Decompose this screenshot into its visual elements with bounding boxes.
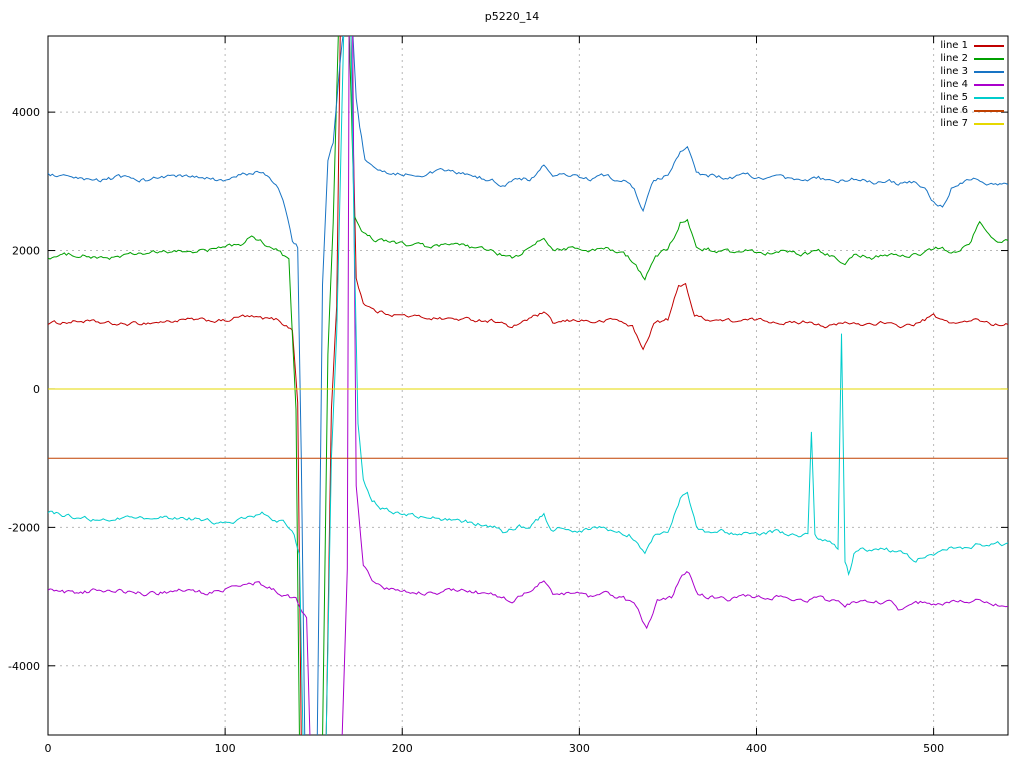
series-line-1 (48, 36, 1008, 735)
legend-label: line 7 (940, 118, 968, 129)
legend-label: line 2 (940, 53, 968, 64)
legend-line-sample (974, 70, 1004, 73)
legend-label: line 3 (940, 66, 968, 77)
series-line-5 (48, 36, 1008, 735)
legend: line 1 line 2 line 3 line 4 line 5 line 6 line… (940, 40, 1004, 129)
legend-line-sample (974, 109, 1004, 112)
legend-line-sample (974, 96, 1004, 99)
x-tick-label: 300 (569, 742, 590, 755)
legend-item: line 2 (940, 53, 1004, 64)
y-tick-label: 2000 (12, 245, 40, 258)
legend-item: line 6 (940, 105, 1004, 116)
legend-line-sample (974, 83, 1004, 86)
x-tick-label: 500 (923, 742, 944, 755)
legend-label: line 4 (940, 79, 968, 90)
y-tick-label: -2000 (8, 521, 40, 534)
legend-line-sample (974, 122, 1004, 125)
x-tick-label: 400 (746, 742, 767, 755)
y-tick-label: -4000 (8, 660, 40, 673)
legend-line-sample (974, 44, 1004, 47)
x-tick-label: 100 (215, 742, 236, 755)
series-line-2 (48, 36, 1008, 735)
legend-item: line 7 (940, 118, 1004, 129)
legend-label: line 1 (940, 40, 968, 51)
legend-item: line 4 (940, 79, 1004, 90)
y-tick-label: 4000 (12, 106, 40, 119)
legend-item: line 1 (940, 40, 1004, 51)
x-tick-label: 200 (392, 742, 413, 755)
legend-label: line 5 (940, 92, 968, 103)
legend-line-sample (974, 57, 1004, 60)
legend-item: line 3 (940, 66, 1004, 77)
legend-item: line 5 (940, 92, 1004, 103)
plot-border (47, 35, 1009, 736)
x-tick-label: 0 (45, 742, 52, 755)
y-tick-label: 0 (33, 383, 40, 396)
legend-label: line 6 (940, 105, 968, 116)
series-line-3 (48, 36, 1008, 735)
chart-title: p5220_14 (484, 10, 540, 23)
series-line-4 (48, 36, 1008, 735)
